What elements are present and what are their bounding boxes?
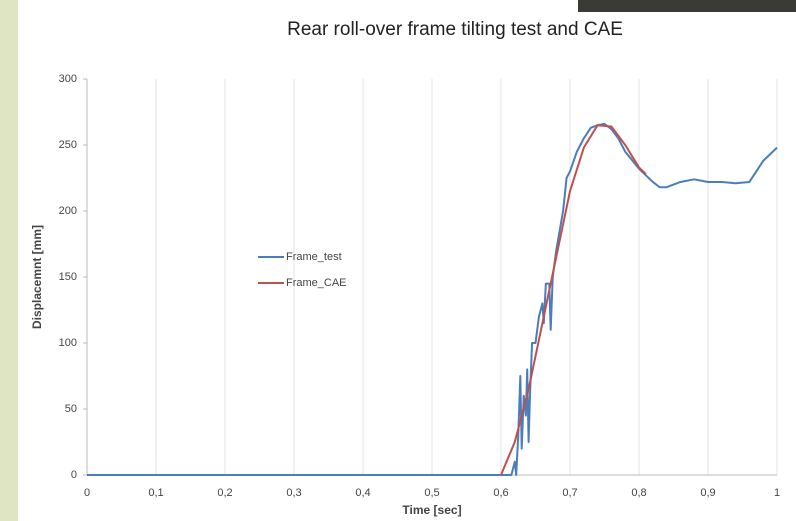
x-tick-label: 0	[84, 487, 90, 499]
x-tick-label: 0,5	[424, 487, 439, 499]
y-axis-label: Displacemnt [mm]	[30, 225, 44, 329]
slide-panel	[18, 0, 796, 521]
x-tick-label: 0,6	[493, 487, 508, 499]
y-tick-label: 150	[59, 271, 77, 283]
x-tick-label: 0,3	[286, 487, 301, 499]
x-tick-label: 0,4	[355, 487, 370, 499]
x-axis-label: Time [sec]	[402, 503, 461, 517]
y-tick-label: 300	[59, 73, 77, 85]
chart-title: Rear roll-over frame tilting test and CA…	[287, 19, 623, 40]
series-line	[500, 124, 647, 476]
x-tick-label: 0,7	[562, 487, 577, 499]
x-tick-label: 0,2	[217, 487, 232, 499]
photo-fragment	[578, 0, 796, 12]
y-tick-label: 250	[59, 139, 77, 151]
y-tick-label: 50	[65, 403, 77, 415]
x-tick-label: 0,1	[148, 487, 163, 499]
y-tick-label: 100	[59, 337, 77, 349]
y-tick-label: 0	[71, 469, 77, 481]
y-tick-label: 200	[59, 205, 77, 217]
legend-label: Frame_CAE	[286, 277, 347, 289]
legend-label: Frame_test	[286, 251, 342, 263]
x-tick-label: 0,9	[700, 487, 715, 499]
x-tick-label: 1	[774, 487, 780, 499]
x-tick-label: 0,8	[631, 487, 646, 499]
